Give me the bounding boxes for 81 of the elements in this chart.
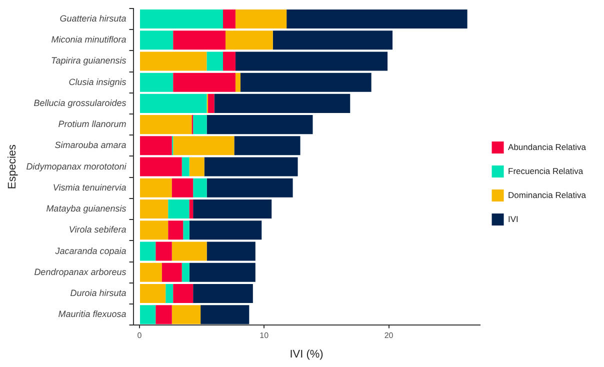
bar [140, 242, 156, 261]
bar [189, 220, 262, 240]
bar [193, 178, 207, 198]
bar [140, 115, 192, 134]
bar [182, 157, 190, 176]
bar [272, 30, 393, 50]
bar [140, 220, 168, 240]
y-tick-label: Protium llanorum [58, 119, 127, 130]
y-axis-title: Especies [6, 144, 19, 190]
bar [140, 262, 162, 282]
y-tick-label: Guatteria hirsuta [60, 13, 126, 24]
bar [204, 157, 298, 176]
bar [240, 72, 372, 92]
bar [172, 305, 201, 324]
y-tick-label: Virola sebifera [68, 224, 126, 235]
bar [223, 9, 236, 28]
bar [200, 305, 250, 324]
bar [140, 284, 166, 304]
bar [182, 262, 190, 282]
y-tick-label: Jacaranda copaia [54, 246, 126, 256]
bar [156, 242, 172, 261]
bar [140, 157, 182, 176]
bar [206, 178, 293, 198]
bar [173, 284, 194, 304]
bar [140, 9, 223, 28]
bar [235, 9, 287, 28]
x-tick-label: 20 [384, 331, 394, 340]
y-tick-label: Duroia hirsuta [70, 288, 126, 298]
bar [173, 72, 236, 92]
bar [223, 52, 236, 71]
bar [140, 30, 174, 50]
legend-label: Dominancia Relativa [508, 190, 586, 200]
y-tick-label: Mauritia flexuosa [58, 309, 126, 320]
bar [172, 178, 194, 198]
bar [193, 200, 272, 219]
y-tick-label: Miconia minutiflora [51, 34, 126, 45]
bar [140, 178, 172, 198]
bar [168, 220, 184, 240]
bar [140, 200, 168, 219]
y-tick-label: Tapirira guianensis [51, 56, 127, 66]
x-axis-title: IVI (%) [290, 348, 324, 360]
bar [168, 200, 190, 219]
y-tick-label: Simarouba amara [54, 140, 126, 150]
bar [234, 136, 300, 156]
bar [193, 284, 253, 304]
bar [189, 200, 194, 219]
x-tick-label: 0 [137, 331, 142, 340]
bar [286, 9, 468, 28]
bar [206, 52, 223, 71]
legend-label: IVI [508, 214, 518, 224]
bar [172, 242, 207, 261]
y-tick-label: Didymopanax morototoni [26, 161, 128, 172]
bar [189, 157, 204, 176]
bar [235, 72, 240, 92]
bar [140, 305, 156, 324]
bar [173, 136, 234, 156]
bar [140, 94, 207, 113]
bar [189, 262, 256, 282]
x-tick-label: 10 [260, 331, 270, 340]
y-tick-label: Clusia insignis [68, 76, 127, 87]
bar [214, 94, 350, 113]
bar [166, 284, 174, 304]
bar [206, 115, 313, 134]
bar [140, 72, 174, 92]
legend-label: Frecuencia Relativa [508, 166, 584, 176]
bar [206, 242, 256, 261]
bar [162, 262, 182, 282]
y-tick-label: Dendropanax arboreus [34, 266, 127, 277]
bar [183, 220, 190, 240]
bar [208, 94, 214, 113]
bar [193, 115, 207, 134]
bar [156, 305, 172, 324]
bar [225, 30, 273, 50]
bar [235, 52, 388, 71]
legend-label: Abundancia Relativa [508, 142, 586, 152]
bar [173, 30, 226, 50]
y-tick-label: Matayba guianensis [46, 204, 127, 214]
bar [140, 136, 172, 156]
y-tick-label: Bellucia grossularoides [34, 98, 127, 108]
bar [140, 52, 207, 71]
y-tick-label: Vismia tenuinervia [52, 182, 126, 192]
